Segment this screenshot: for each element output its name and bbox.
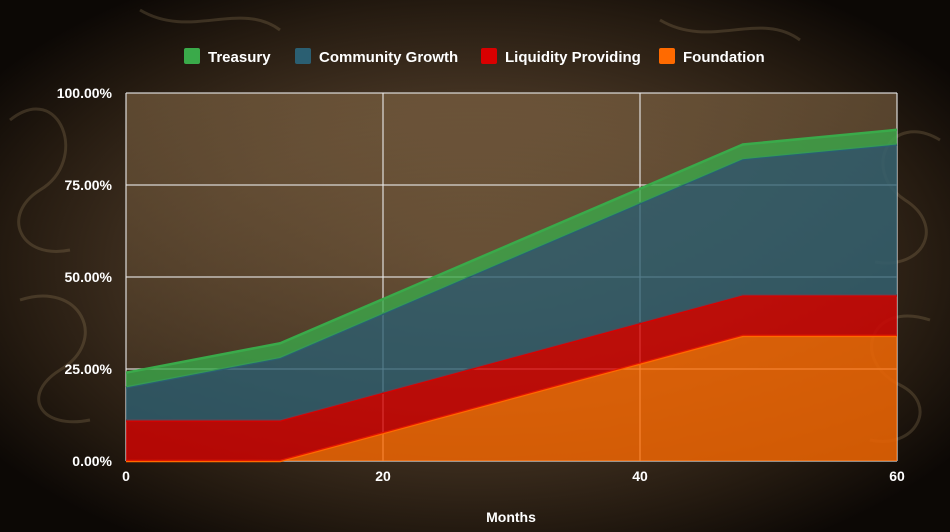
x-tick-label: 0 [122, 468, 130, 484]
axes: 0.00% 25.00% 50.00% 75.00% 100.00% 0 20 40 60 [57, 85, 905, 484]
legend-label: Treasury [208, 49, 271, 66]
legend-swatch [659, 48, 675, 64]
legend-item-liquidity-providing: Liquidity Providing [481, 48, 641, 66]
legend-item-treasury: Treasury [184, 48, 271, 66]
area-community-growth [126, 144, 897, 421]
legend-swatch [295, 48, 311, 64]
y-tick-label: 100.00% [57, 85, 113, 101]
legend: Treasury Community Growth Liquidity Provid… [184, 48, 765, 66]
y-tick-label: 50.00% [65, 269, 113, 285]
area-series [125, 128, 898, 463]
x-axis-title: Months [486, 509, 536, 525]
y-tick-label: 0.00% [72, 453, 112, 469]
legend-item-foundation: Foundation [659, 48, 765, 66]
legend-item-community-growth: Community Growth [295, 48, 458, 66]
legend-label: Foundation [683, 49, 765, 66]
area-treasury [126, 129, 897, 388]
legend-swatch [184, 48, 200, 64]
y-tick-label: 25.00% [65, 361, 113, 377]
x-tick-label: 20 [375, 468, 391, 484]
area-liquidity-providing [126, 295, 897, 461]
x-tick-label: 40 [632, 468, 648, 484]
legend-label: Liquidity Providing [505, 49, 641, 66]
legend-label: Community Growth [319, 49, 458, 66]
legend-swatch [481, 48, 497, 64]
y-tick-label: 75.00% [65, 177, 113, 193]
line-treasury [125, 128, 898, 374]
x-tick-label: 60 [889, 468, 905, 484]
